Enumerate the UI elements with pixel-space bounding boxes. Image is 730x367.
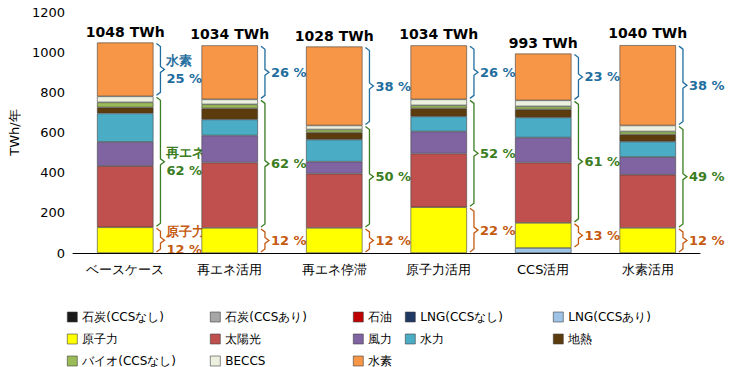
svg-text:38 %: 38 % — [375, 79, 411, 94]
svg-text:風力: 風力 — [368, 332, 392, 346]
svg-text:38 %: 38 % — [689, 78, 725, 93]
svg-text:12 %: 12 % — [375, 233, 411, 248]
svg-text:再エネ: 再エネ — [165, 145, 205, 160]
svg-text:26 %: 26 % — [271, 65, 307, 80]
svg-text:ベースケース: ベースケース — [86, 262, 164, 277]
svg-text:400: 400 — [40, 165, 65, 180]
svg-text:CCS活用: CCS活用 — [517, 262, 569, 277]
svg-text:0: 0 — [57, 246, 65, 261]
svg-text:1000: 1000 — [32, 45, 65, 60]
svg-text:石炭(CCSあり): 石炭(CCSあり) — [225, 310, 307, 324]
svg-text:1034 TWh: 1034 TWh — [190, 26, 269, 42]
svg-text:23 %: 23 % — [584, 69, 620, 84]
svg-text:62 %: 62 % — [271, 156, 307, 171]
svg-text:52 %: 52 % — [480, 146, 516, 161]
svg-text:200: 200 — [40, 205, 65, 220]
svg-text:49 %: 49 % — [689, 169, 725, 184]
svg-text:水素: 水素 — [165, 53, 192, 68]
svg-text:水素活用: 水素活用 — [622, 262, 674, 277]
svg-text:12 %: 12 % — [271, 233, 307, 248]
svg-text:25 %: 25 % — [166, 71, 202, 86]
svg-text:61 %: 61 % — [584, 154, 620, 169]
svg-text:石炭(CCSなし): 石炭(CCSなし) — [82, 310, 164, 324]
svg-text:原子力: 原子力 — [82, 332, 118, 346]
svg-text:22 %: 22 % — [480, 223, 516, 238]
svg-text:石油: 石油 — [368, 310, 392, 324]
svg-text:50 %: 50 % — [375, 169, 411, 184]
svg-text:LNG(CCSなし): LNG(CCSなし) — [420, 310, 503, 324]
svg-text:地熱: 地熱 — [567, 332, 592, 346]
svg-text:再エネ停滞: 再エネ停滞 — [302, 262, 367, 277]
svg-text:1048 TWh: 1048 TWh — [86, 24, 165, 40]
svg-text:62 %: 62 % — [166, 163, 202, 178]
svg-text:太陽光: 太陽光 — [225, 332, 261, 346]
svg-text:バイオ(CCSなし): バイオ(CCSなし) — [81, 354, 176, 367]
svg-text:1040 TWh: 1040 TWh — [608, 25, 687, 41]
svg-text:12 %: 12 % — [166, 242, 202, 257]
svg-text:13 %: 13 % — [584, 228, 620, 243]
svg-text:600: 600 — [40, 125, 65, 140]
svg-text:水素: 水素 — [368, 354, 392, 367]
svg-text:LNG(CCSあり): LNG(CCSあり) — [568, 310, 651, 324]
svg-text:水力: 水力 — [420, 332, 444, 346]
svg-text:BECCS: BECCS — [225, 354, 265, 367]
svg-text:12 %: 12 % — [689, 233, 725, 248]
svg-text:原子力: 原子力 — [165, 224, 205, 239]
svg-text:原子力活用: 原子力活用 — [406, 262, 471, 277]
svg-text:800: 800 — [40, 85, 65, 100]
svg-text:993 TWh: 993 TWh — [509, 35, 578, 51]
svg-text:26 %: 26 % — [480, 65, 516, 80]
svg-text:1200: 1200 — [32, 5, 65, 20]
svg-text:1034 TWh: 1034 TWh — [399, 26, 478, 42]
svg-text:再エネ活用: 再エネ活用 — [197, 262, 262, 277]
svg-text:TWh/年: TWh/年 — [7, 109, 22, 156]
svg-text:1028 TWh: 1028 TWh — [295, 28, 374, 44]
